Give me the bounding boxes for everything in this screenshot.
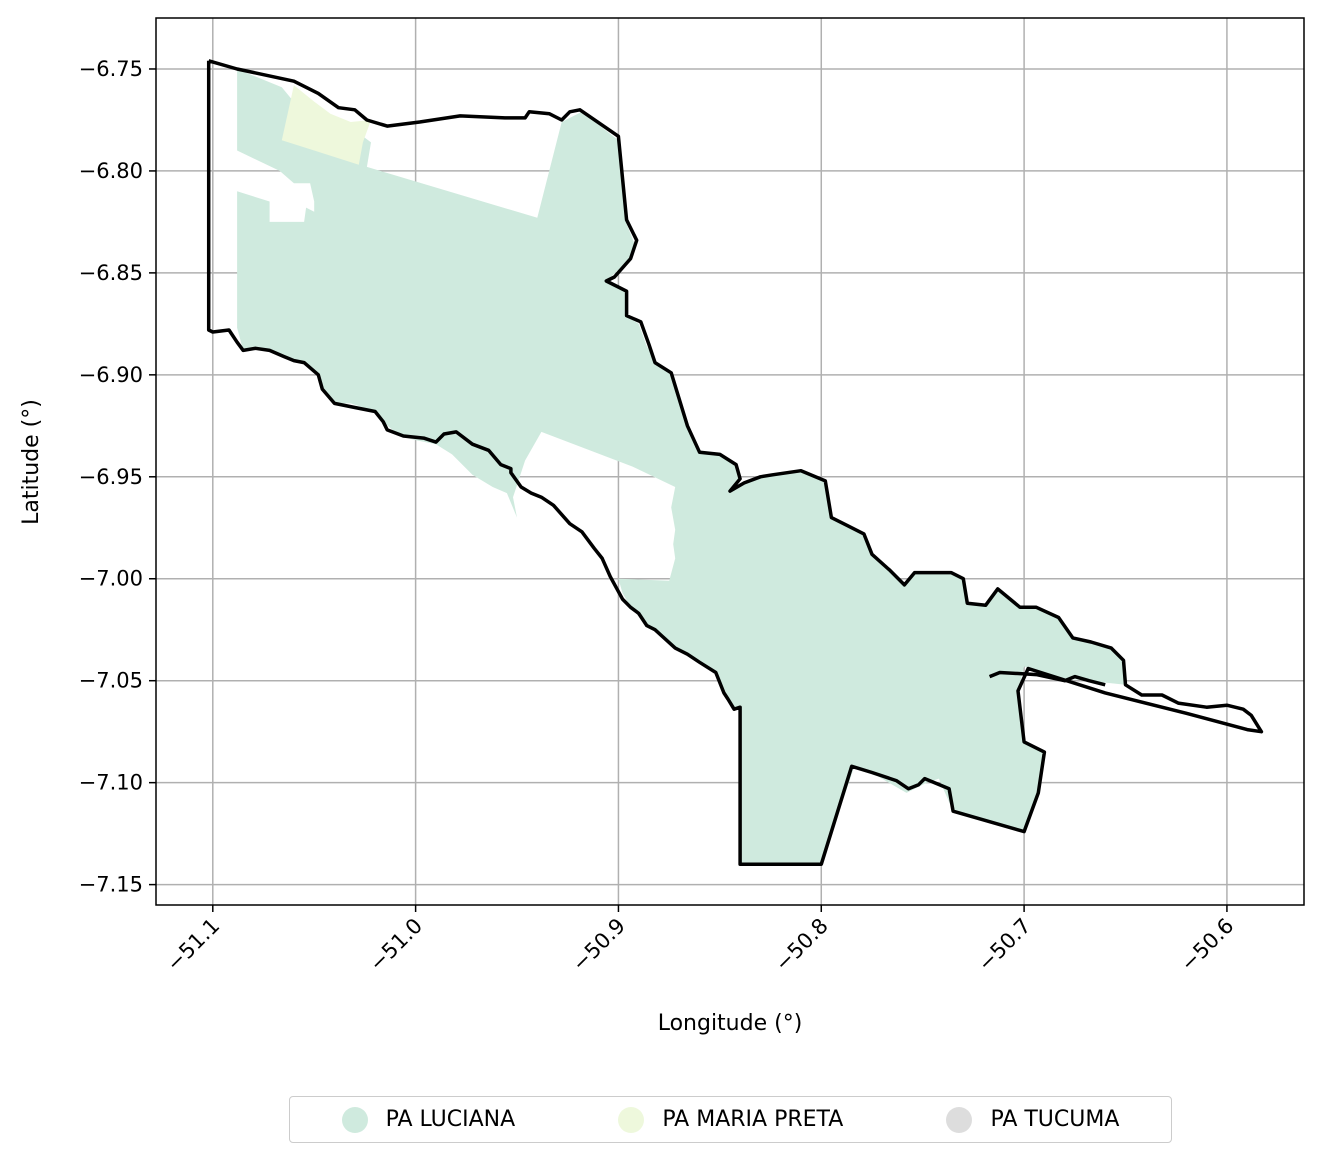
y-axis-label: Latitude (°) [19,399,44,525]
area-pa-luciana [237,69,1126,865]
legend-item-pa-tucuma: PA TUCUMA [946,1106,1120,1133]
y-tick-label: −7.10 [79,771,143,795]
map-figure: −51.1 −51.0 −50.9 −50.8 −50.7 −50.6 −6.75−6.8… [19,17,1305,1036]
y-tick-label: −6.75 [79,57,143,81]
legend-swatch-pa-maria-preta [618,1106,645,1133]
legend-item-pa-maria-preta: PA MARIA PRETA [618,1106,844,1133]
y-tick-label: −6.85 [79,261,143,285]
settlement-areas [237,69,1126,865]
y-tick-label: −6.90 [79,363,143,387]
y-tick-label: −7.00 [79,567,143,591]
x-axis-label: Longitude (°) [658,1011,803,1036]
y-tick-label: −6.80 [79,159,143,183]
legend-label: PA TUCUMA [990,1107,1120,1132]
y-tick-label: −6.95 [79,465,143,489]
y-axis-ticks: −6.75 −6.80 −6.85 −6.90 −6.95 −7.00 −7.05 −7.10… [79,57,156,897]
boundary-line [206,59,1264,866]
plot-frame [155,17,1305,906]
area-pa-maria-preta [281,85,371,165]
legend-item-pa-luciana: PA LUCIANA [341,1106,516,1133]
municipality-boundary [206,59,1264,866]
y-tick-label: −7.05 [79,669,143,693]
legend-label: PA LUCIANA [385,1107,516,1132]
legend-label: PA MARIA PRETA [662,1107,844,1132]
legend-swatch-pa-tucuma [946,1106,973,1133]
legend-swatch-pa-luciana [341,1106,368,1133]
legend: PA LUCIANA PA MARIA PRETA PA TUCUMA [289,1096,1172,1143]
boundary-line-inner [988,670,1106,687]
y-tick-label: −7.15 [79,873,143,897]
